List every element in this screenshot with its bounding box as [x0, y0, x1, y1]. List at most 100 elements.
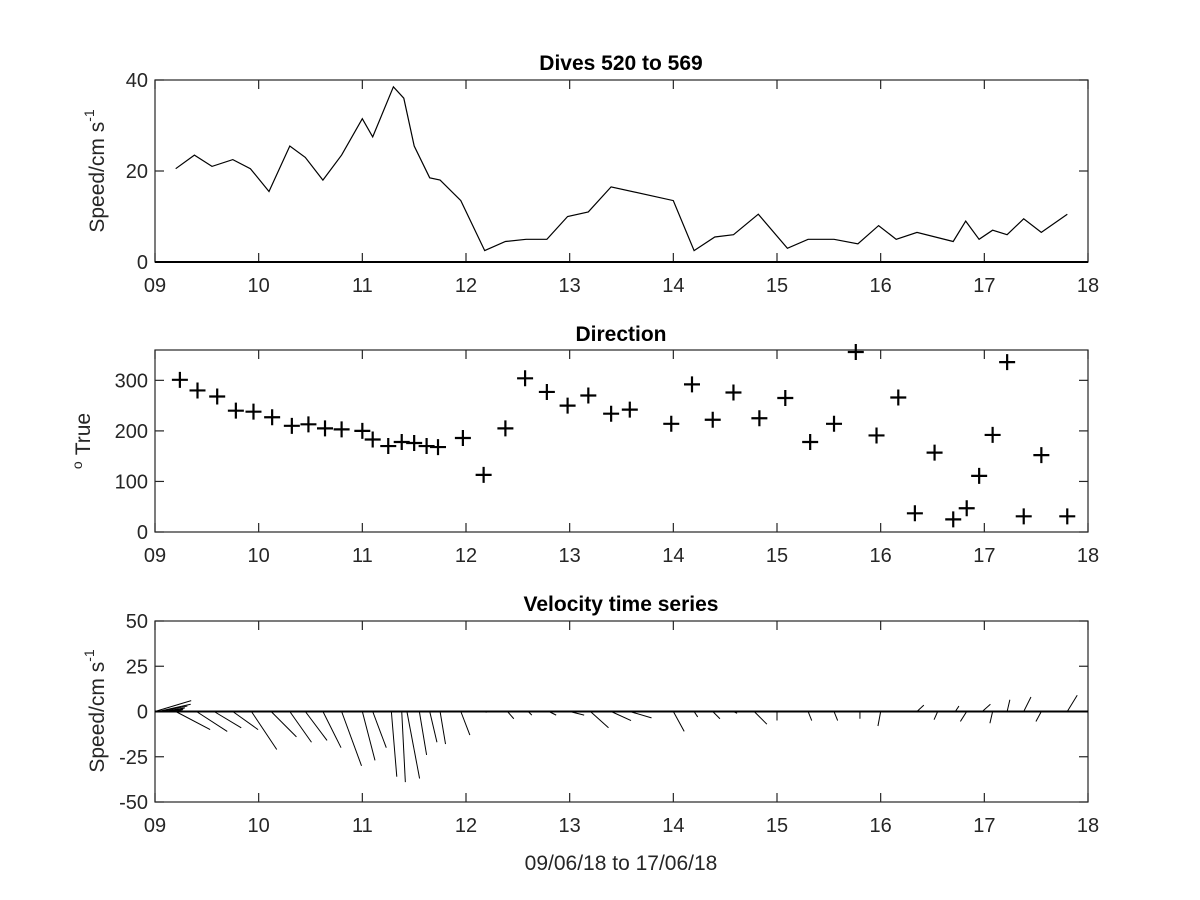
direction-point-marker: [847, 344, 864, 361]
speed-y-tick-label: 40: [126, 70, 148, 92]
direction-plot-area: [171, 344, 1076, 528]
speed-x-tick-label: 15: [766, 275, 788, 297]
velocity-stick: [170, 710, 182, 712]
velocity-stick: [1066, 694, 1078, 712]
velocity-stick: [390, 711, 398, 777]
direction-point-marker: [264, 409, 281, 426]
direction-y-tick-label: 0: [137, 522, 148, 544]
direction-x-tick-label: 11: [352, 545, 373, 567]
direction-point-marker: [497, 420, 514, 437]
velocity-stick: [304, 711, 328, 741]
direction-point-marker: [1059, 508, 1076, 525]
velocity-x-tick-label: 16: [870, 815, 892, 837]
velocity-stick: [160, 705, 188, 712]
velocity-y-tick-label: 25: [126, 656, 148, 678]
direction-x-tick-label: 18: [1077, 545, 1099, 567]
direction-chart-title: Direction: [575, 323, 666, 346]
speed-x-tick-label: 09: [144, 275, 166, 297]
velocity-stick: [175, 711, 211, 731]
velocity-stick: [933, 711, 939, 720]
velocity-stick: [372, 711, 387, 748]
velocity-x-tick-label: 15: [766, 815, 788, 837]
direction-point-marker: [802, 434, 819, 451]
velocity-x-tick-label: 18: [1077, 815, 1099, 837]
velocity-stick: [418, 711, 428, 756]
direction-point-marker: [725, 384, 742, 401]
velocity-stick: [154, 700, 192, 712]
velocity-stick: [753, 711, 768, 725]
direction-point-marker: [621, 401, 638, 418]
direction-point-marker: [926, 444, 943, 461]
velocity-stick: [361, 711, 376, 761]
velocity-stick: [610, 711, 632, 722]
direction-y-axis-label: o True: [69, 413, 95, 469]
speed-y-tick-label: 20: [126, 161, 148, 183]
velocity-stick: [916, 704, 925, 712]
velocity-y-axis-label-exponent: -1: [81, 649, 97, 662]
velocity-stick: [548, 711, 557, 716]
velocity-stick: [959, 711, 968, 722]
speed-y-axis-label-exponent: -1: [81, 109, 97, 122]
velocity-stick: [289, 711, 312, 743]
velocity-x-tick-label: 13: [559, 815, 581, 837]
direction-point-marker: [245, 403, 262, 420]
direction-point-marker: [751, 410, 768, 427]
velocity-stick: [693, 711, 699, 718]
direction-point-marker: [906, 505, 923, 522]
direction-point-marker: [227, 402, 244, 419]
velocity-x-tick-label: 17: [973, 815, 995, 837]
direction-point-marker: [283, 417, 300, 434]
velocity-stick: [213, 711, 242, 729]
velocity-stick: [232, 711, 259, 731]
velocity-stick: [807, 711, 813, 721]
velocity-y-axis-label: Speed/cm s-1: [81, 649, 109, 773]
speed-y-tick-label: 0: [137, 252, 148, 274]
velocity-y-axis-label-text: Speed/cm s: [86, 662, 109, 773]
velocity-stick: [429, 711, 438, 743]
velocity-stick: [401, 711, 406, 783]
direction-point-marker: [517, 370, 534, 387]
direction-x-tick-label: 15: [766, 545, 788, 567]
speed-x-tick-label: 10: [248, 275, 270, 297]
velocity-plot-area: [154, 694, 1088, 783]
velocity-ticks: 09 10 11 12 13 14 15 16 17 18 50 25 0 -25 -50: [119, 611, 1099, 837]
velocity-stick: [712, 711, 721, 720]
direction-point-marker: [1033, 447, 1050, 464]
direction-point-marker: [945, 511, 962, 528]
direction-y-axis-label-prefix: o: [69, 461, 85, 469]
direction-point-marker: [704, 411, 721, 428]
direction-point-marker: [826, 415, 843, 432]
direction-point-marker: [603, 405, 620, 422]
speed-y-axis-label-text: Speed/cm s: [86, 122, 109, 233]
direction-point-marker: [209, 388, 226, 405]
direction-point-marker: [171, 371, 188, 388]
direction-point-marker: [984, 426, 1001, 443]
direction-point-marker: [300, 416, 317, 433]
velocity-stick: [1023, 696, 1032, 712]
direction-point-marker: [580, 387, 597, 404]
velocity-stick: [507, 711, 515, 720]
velocity-y-tick-label: -50: [119, 792, 148, 814]
direction-x-tick-label: 14: [662, 545, 684, 567]
velocity-stick: [989, 711, 994, 724]
speed-plot-area: [155, 85, 1088, 263]
velocity-stick: [196, 711, 228, 732]
direction-x-tick-label: 12: [455, 545, 477, 567]
velocity-x-tick-label: 09: [144, 815, 166, 837]
velocity-stick: [629, 711, 652, 719]
direction-point-marker: [559, 397, 576, 414]
speed-y-axis-label: Speed/cm s-1: [81, 109, 109, 233]
direction-point-marker: [971, 467, 988, 484]
velocity-stick: [460, 711, 471, 736]
direction-point-marker: [430, 439, 447, 456]
direction-x-tick-label: 09: [144, 545, 166, 567]
direction-point-marker: [999, 354, 1016, 371]
direction-point-marker: [364, 431, 381, 448]
direction-y-tick-label: 100: [115, 471, 148, 493]
velocity-stick: [1006, 699, 1011, 712]
speed-x-tick-label: 12: [455, 275, 477, 297]
speed-x-tick-label: 14: [662, 275, 684, 297]
direction-point-marker: [890, 389, 907, 406]
velocity-stick: [165, 708, 184, 712]
